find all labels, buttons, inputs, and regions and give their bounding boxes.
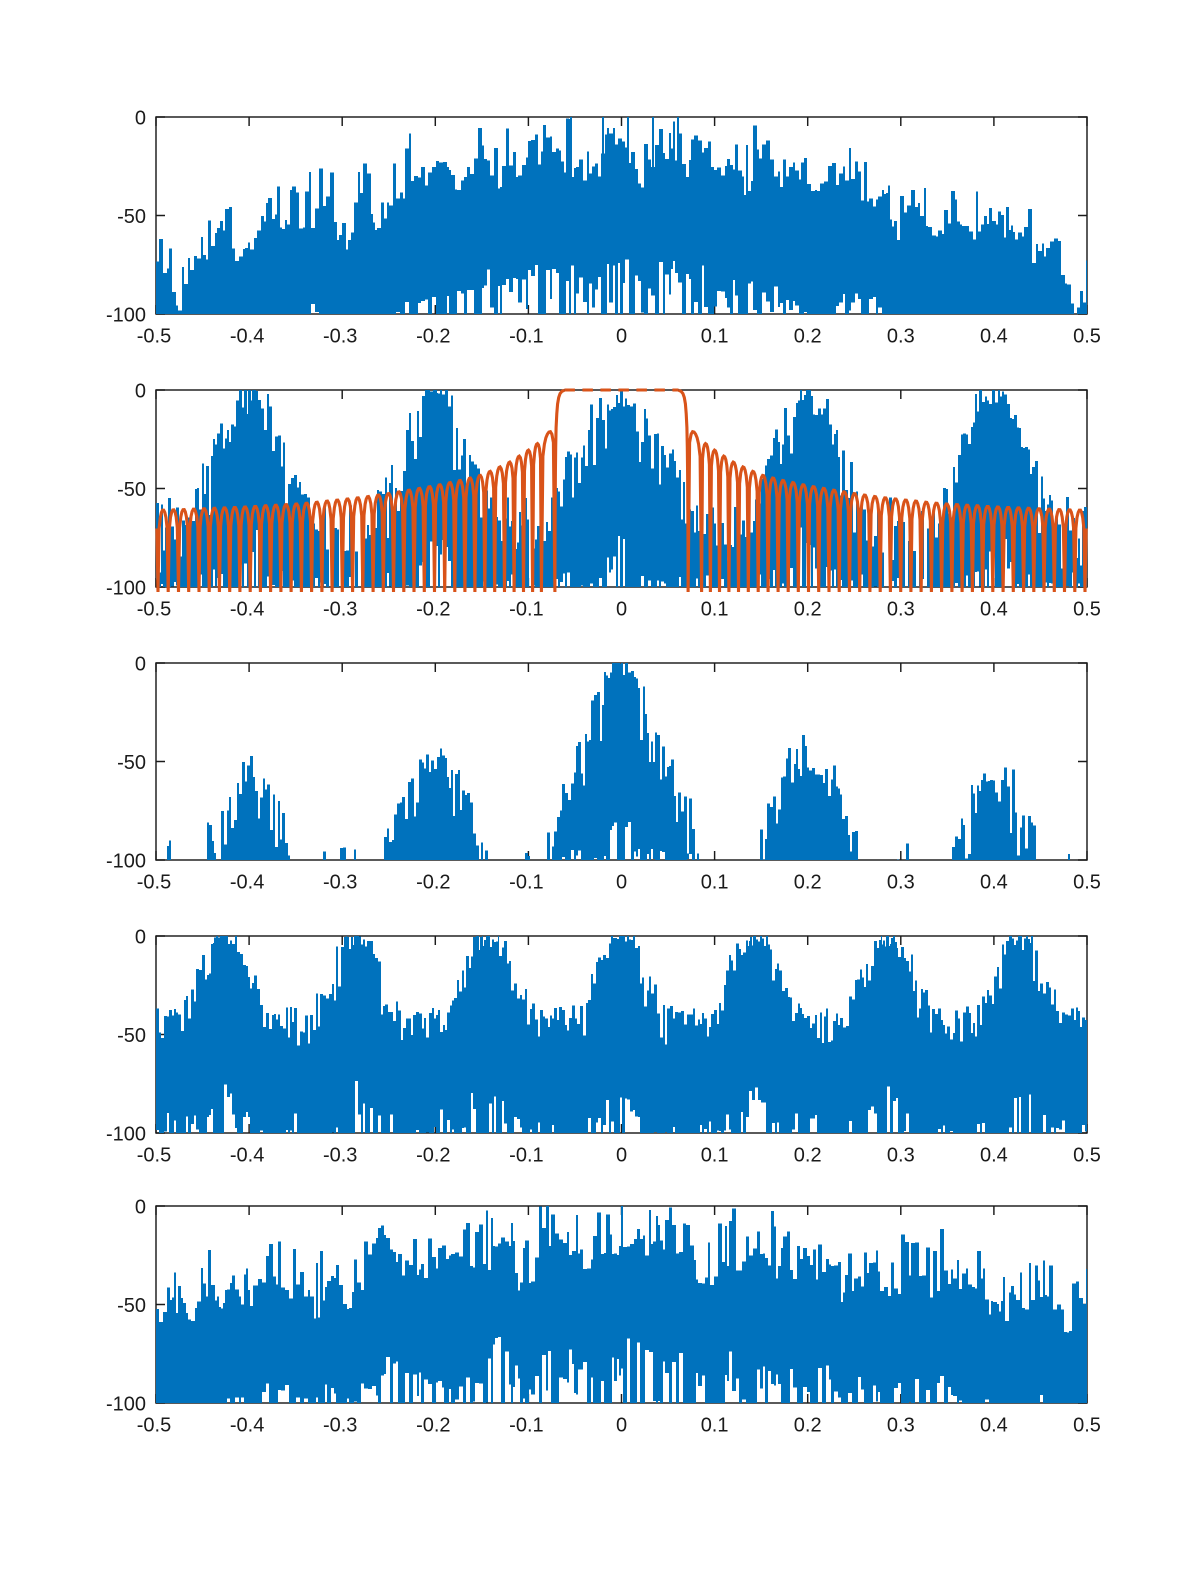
svg-text:0.2: 0.2 — [794, 598, 822, 620]
svg-text:0.3: 0.3 — [887, 1414, 915, 1436]
svg-text:-50: -50 — [117, 752, 146, 774]
svg-text:-0.4: -0.4 — [230, 1144, 264, 1166]
svg-text:0.1: 0.1 — [701, 598, 729, 620]
svg-text:-100: -100 — [106, 1393, 146, 1415]
svg-text:-0.5: -0.5 — [137, 598, 171, 620]
svg-text:0: 0 — [616, 598, 627, 620]
svg-text:-0.5: -0.5 — [137, 1144, 171, 1166]
svg-text:-50: -50 — [117, 1295, 146, 1317]
svg-text:-50: -50 — [117, 1025, 146, 1047]
svg-text:-50: -50 — [117, 479, 146, 501]
svg-text:0.1: 0.1 — [701, 325, 729, 347]
svg-text:0: 0 — [616, 325, 627, 347]
svg-text:0.1: 0.1 — [701, 871, 729, 893]
svg-text:0.4: 0.4 — [980, 1414, 1008, 1436]
svg-text:0: 0 — [135, 653, 146, 675]
svg-text:-0.2: -0.2 — [416, 871, 450, 893]
svg-text:0.4: 0.4 — [980, 325, 1008, 347]
svg-text:-0.1: -0.1 — [509, 325, 543, 347]
svg-text:0.3: 0.3 — [887, 598, 915, 620]
svg-text:0: 0 — [135, 107, 146, 129]
svg-text:-50: -50 — [117, 206, 146, 228]
svg-text:0.3: 0.3 — [887, 325, 915, 347]
svg-text:-0.5: -0.5 — [137, 871, 171, 893]
svg-text:-0.1: -0.1 — [509, 871, 543, 893]
svg-text:0: 0 — [135, 926, 146, 948]
svg-text:-0.4: -0.4 — [230, 325, 264, 347]
svg-text:0: 0 — [135, 1196, 146, 1218]
svg-text:0.5: 0.5 — [1073, 1144, 1101, 1166]
svg-text:0: 0 — [616, 1144, 627, 1166]
svg-text:0.4: 0.4 — [980, 871, 1008, 893]
svg-text:-0.3: -0.3 — [323, 598, 357, 620]
svg-text:-0.3: -0.3 — [323, 871, 357, 893]
svg-text:0.2: 0.2 — [794, 871, 822, 893]
svg-text:0.5: 0.5 — [1073, 598, 1101, 620]
svg-text:0.1: 0.1 — [701, 1414, 729, 1436]
svg-text:-0.1: -0.1 — [509, 1414, 543, 1436]
svg-text:-0.3: -0.3 — [323, 325, 357, 347]
svg-text:0.1: 0.1 — [701, 1144, 729, 1166]
svg-text:0.2: 0.2 — [794, 325, 822, 347]
svg-text:0.5: 0.5 — [1073, 1414, 1101, 1436]
svg-text:-0.2: -0.2 — [416, 1144, 450, 1166]
svg-text:-100: -100 — [106, 304, 146, 326]
svg-text:-0.5: -0.5 — [137, 325, 171, 347]
svg-text:-0.3: -0.3 — [323, 1144, 357, 1166]
svg-text:-0.1: -0.1 — [509, 598, 543, 620]
svg-text:-0.1: -0.1 — [509, 1144, 543, 1166]
svg-text:-0.4: -0.4 — [230, 598, 264, 620]
svg-text:-0.2: -0.2 — [416, 1414, 450, 1436]
svg-text:-0.4: -0.4 — [230, 1414, 264, 1436]
svg-text:0.5: 0.5 — [1073, 871, 1101, 893]
svg-text:0: 0 — [616, 1414, 627, 1436]
svg-text:0.3: 0.3 — [887, 1144, 915, 1166]
svg-text:0.5: 0.5 — [1073, 325, 1101, 347]
svg-text:0.2: 0.2 — [794, 1414, 822, 1436]
svg-text:-0.2: -0.2 — [416, 598, 450, 620]
svg-text:0.3: 0.3 — [887, 871, 915, 893]
svg-text:-100: -100 — [106, 850, 146, 872]
svg-text:0.4: 0.4 — [980, 1144, 1008, 1166]
svg-text:0.4: 0.4 — [980, 598, 1008, 620]
svg-text:-0.4: -0.4 — [230, 871, 264, 893]
svg-text:0.2: 0.2 — [794, 1144, 822, 1166]
svg-text:0: 0 — [616, 871, 627, 893]
svg-text:-0.2: -0.2 — [416, 325, 450, 347]
svg-text:-0.5: -0.5 — [137, 1414, 171, 1436]
svg-text:-0.3: -0.3 — [323, 1414, 357, 1436]
svg-text:0: 0 — [135, 380, 146, 402]
svg-text:-100: -100 — [106, 577, 146, 599]
svg-text:-100: -100 — [106, 1123, 146, 1145]
